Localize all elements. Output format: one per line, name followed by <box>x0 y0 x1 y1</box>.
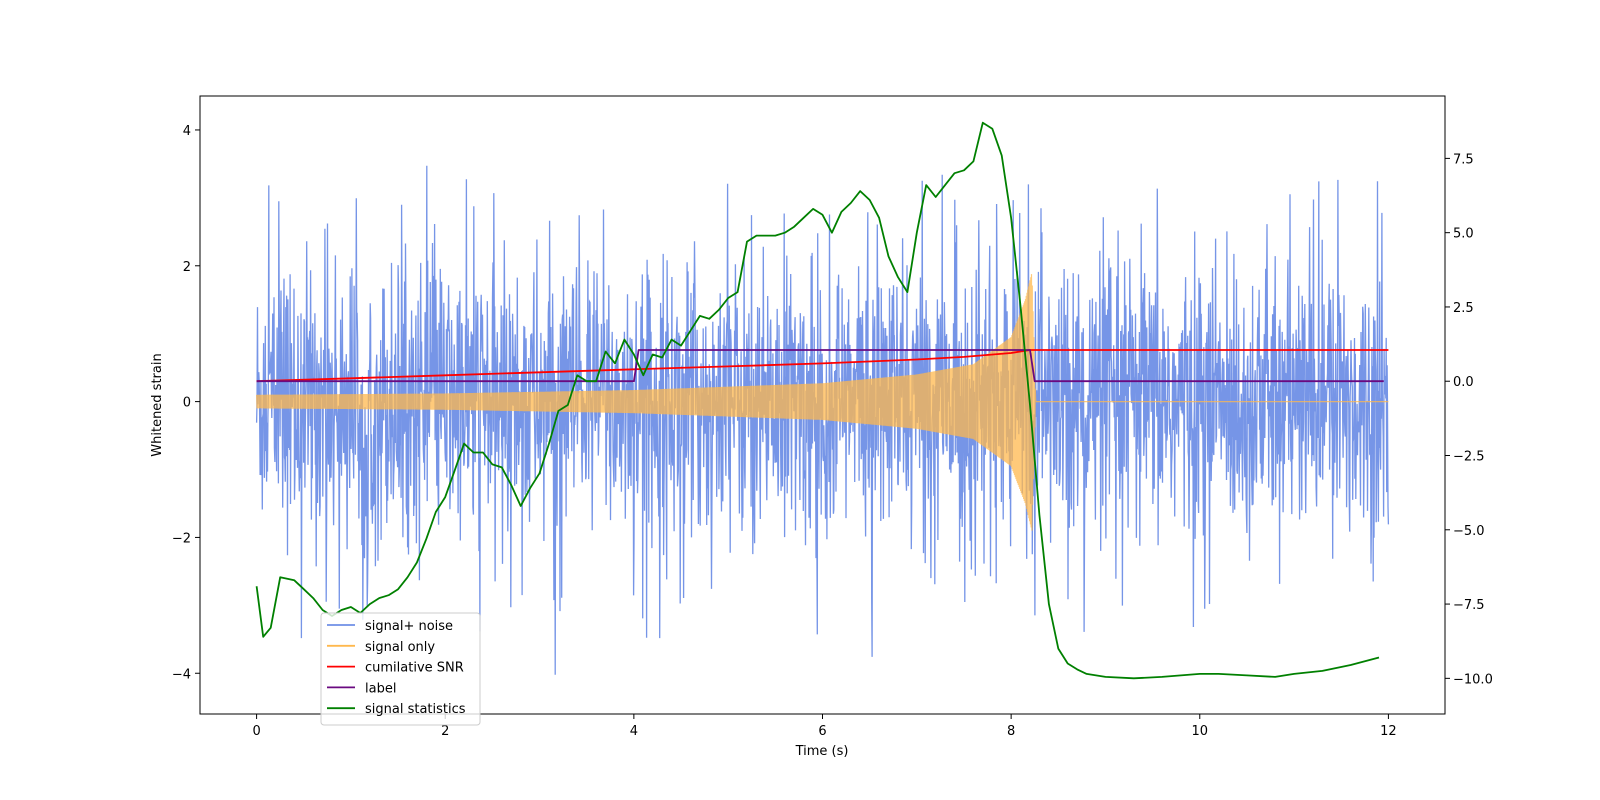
y-tick-label: −4 <box>172 667 191 682</box>
legend: signal+ noise signal only cumilative SNR la… <box>320 612 481 726</box>
y-axis-label: Whitened strain <box>150 353 165 456</box>
series-signal-statistics-line <box>255 121 1380 680</box>
legend-label-signal-noise: signal+ noise <box>365 619 453 634</box>
y2-tick-label: −5.0 <box>1453 524 1485 539</box>
y2-tick-label: −10.0 <box>1453 672 1493 687</box>
y-tick-label: 0 <box>183 396 191 411</box>
y-tick-label: 4 <box>183 124 191 139</box>
x-tick-label: 0 <box>252 724 260 739</box>
y-tick-label: −2 <box>172 531 191 546</box>
axes-ticks: 0 2 4 6 8 10 12 −4 −2 0 2 4 −10.0 −7.5 −5.0 −2.5 0.0 2.5 5… <box>172 124 1493 739</box>
x-tick-label: 6 <box>818 724 826 739</box>
legend-label-signal-statistics: signal statistics <box>365 702 466 717</box>
x-tick-label: 8 <box>1007 724 1015 739</box>
y2-tick-label: 0.0 <box>1453 375 1474 390</box>
x-axis-label: Time (s) <box>795 744 849 759</box>
legend-label-cumilative-snr: cumilative SNR <box>365 661 464 676</box>
legend-label-label: label <box>365 681 396 696</box>
x-tick-label: 2 <box>441 724 449 739</box>
legend-box <box>320 612 481 726</box>
y-tick-label: 2 <box>183 260 191 275</box>
legend-label-signal-only: signal only <box>365 640 435 655</box>
y2-tick-label: 7.5 <box>1453 152 1474 167</box>
x-tick-label: 12 <box>1380 724 1397 739</box>
plot-area <box>255 121 1390 680</box>
series-signal-only-line <box>256 274 1389 531</box>
y2-tick-label: 2.5 <box>1453 301 1474 316</box>
x-tick-label: 4 <box>630 724 638 739</box>
series-label-line <box>256 349 1384 383</box>
y2-tick-label: 5.0 <box>1453 227 1474 242</box>
x-tick-label: 10 <box>1191 724 1208 739</box>
y2-tick-label: −2.5 <box>1453 450 1485 465</box>
y2-tick-label: −7.5 <box>1453 598 1485 613</box>
